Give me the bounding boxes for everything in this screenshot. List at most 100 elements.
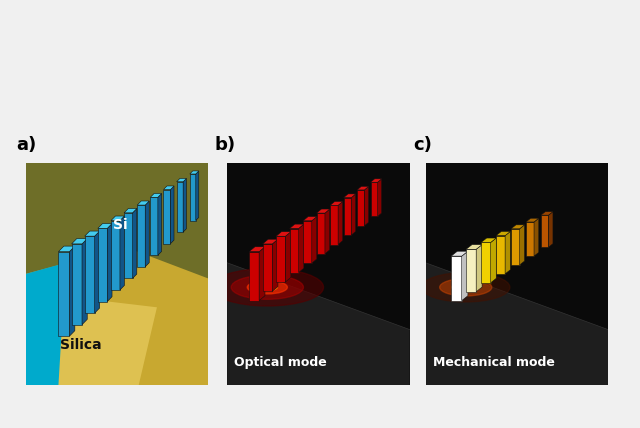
Polygon shape xyxy=(285,232,291,282)
Text: c): c) xyxy=(413,136,431,154)
Polygon shape xyxy=(120,216,124,290)
Polygon shape xyxy=(150,197,158,255)
Ellipse shape xyxy=(247,281,287,294)
Polygon shape xyxy=(26,263,66,385)
Polygon shape xyxy=(158,193,162,255)
Text: Silica: Silica xyxy=(60,338,101,352)
Polygon shape xyxy=(303,217,317,221)
Polygon shape xyxy=(481,243,491,283)
Polygon shape xyxy=(276,232,291,236)
Polygon shape xyxy=(227,263,410,385)
Polygon shape xyxy=(364,186,369,226)
Ellipse shape xyxy=(440,279,492,296)
Polygon shape xyxy=(526,218,539,222)
Polygon shape xyxy=(351,194,356,235)
Polygon shape xyxy=(272,239,278,291)
Polygon shape xyxy=(98,223,112,229)
Ellipse shape xyxy=(211,269,323,306)
Polygon shape xyxy=(26,292,157,385)
Polygon shape xyxy=(249,252,259,300)
Polygon shape xyxy=(526,222,534,256)
Polygon shape xyxy=(299,224,304,273)
Polygon shape xyxy=(289,224,304,229)
Polygon shape xyxy=(69,246,75,336)
Polygon shape xyxy=(58,246,75,252)
Polygon shape xyxy=(289,229,299,273)
Ellipse shape xyxy=(460,285,472,289)
Polygon shape xyxy=(72,238,87,244)
Polygon shape xyxy=(259,247,265,300)
Polygon shape xyxy=(491,238,496,283)
Polygon shape xyxy=(111,220,120,290)
Polygon shape xyxy=(317,209,330,213)
Polygon shape xyxy=(177,178,186,182)
Polygon shape xyxy=(137,201,149,205)
Polygon shape xyxy=(84,231,100,236)
Polygon shape xyxy=(541,211,553,215)
Text: b): b) xyxy=(214,136,236,154)
Polygon shape xyxy=(163,190,170,244)
Polygon shape xyxy=(541,215,548,247)
Polygon shape xyxy=(371,182,378,217)
Ellipse shape xyxy=(422,273,510,302)
Polygon shape xyxy=(466,249,476,292)
Polygon shape xyxy=(330,205,338,244)
Polygon shape xyxy=(520,225,525,265)
Polygon shape xyxy=(189,174,196,220)
Polygon shape xyxy=(344,194,356,198)
Text: Mechanical mode: Mechanical mode xyxy=(433,357,555,369)
Polygon shape xyxy=(330,202,343,205)
Polygon shape xyxy=(150,193,162,197)
Polygon shape xyxy=(357,186,369,190)
Polygon shape xyxy=(72,244,82,325)
Polygon shape xyxy=(163,186,174,190)
Polygon shape xyxy=(451,256,461,300)
Polygon shape xyxy=(84,236,95,313)
Polygon shape xyxy=(26,247,208,385)
Text: a): a) xyxy=(16,136,36,154)
Polygon shape xyxy=(82,238,87,325)
Polygon shape xyxy=(108,223,112,301)
Polygon shape xyxy=(325,209,330,254)
Polygon shape xyxy=(124,213,132,278)
Polygon shape xyxy=(505,232,511,274)
Polygon shape xyxy=(357,190,364,226)
Polygon shape xyxy=(317,213,325,254)
Polygon shape xyxy=(548,211,553,247)
Polygon shape xyxy=(262,239,278,244)
Polygon shape xyxy=(227,163,410,385)
Polygon shape xyxy=(426,263,608,385)
Polygon shape xyxy=(189,171,199,174)
Polygon shape xyxy=(95,231,100,313)
Polygon shape xyxy=(26,163,208,385)
Polygon shape xyxy=(496,232,511,236)
Polygon shape xyxy=(98,229,108,301)
Polygon shape xyxy=(137,205,145,267)
Polygon shape xyxy=(426,163,608,385)
Text: Optical mode: Optical mode xyxy=(234,357,327,369)
Ellipse shape xyxy=(262,285,273,289)
Polygon shape xyxy=(344,198,351,235)
Ellipse shape xyxy=(257,284,277,291)
Polygon shape xyxy=(511,229,520,265)
Polygon shape xyxy=(461,251,468,300)
Polygon shape xyxy=(378,179,381,217)
Polygon shape xyxy=(481,238,496,243)
Polygon shape xyxy=(183,178,186,232)
Polygon shape xyxy=(466,245,482,249)
Polygon shape xyxy=(496,236,505,274)
Polygon shape xyxy=(303,221,312,263)
Polygon shape xyxy=(312,217,317,263)
Polygon shape xyxy=(124,208,137,213)
Polygon shape xyxy=(111,216,124,220)
Polygon shape xyxy=(476,245,482,292)
Ellipse shape xyxy=(452,282,480,292)
Text: Si: Si xyxy=(113,218,128,232)
Polygon shape xyxy=(145,201,149,267)
Polygon shape xyxy=(132,208,137,278)
Polygon shape xyxy=(276,236,285,282)
Polygon shape xyxy=(249,247,265,252)
Polygon shape xyxy=(451,251,468,256)
Polygon shape xyxy=(338,202,343,244)
Polygon shape xyxy=(196,171,199,220)
